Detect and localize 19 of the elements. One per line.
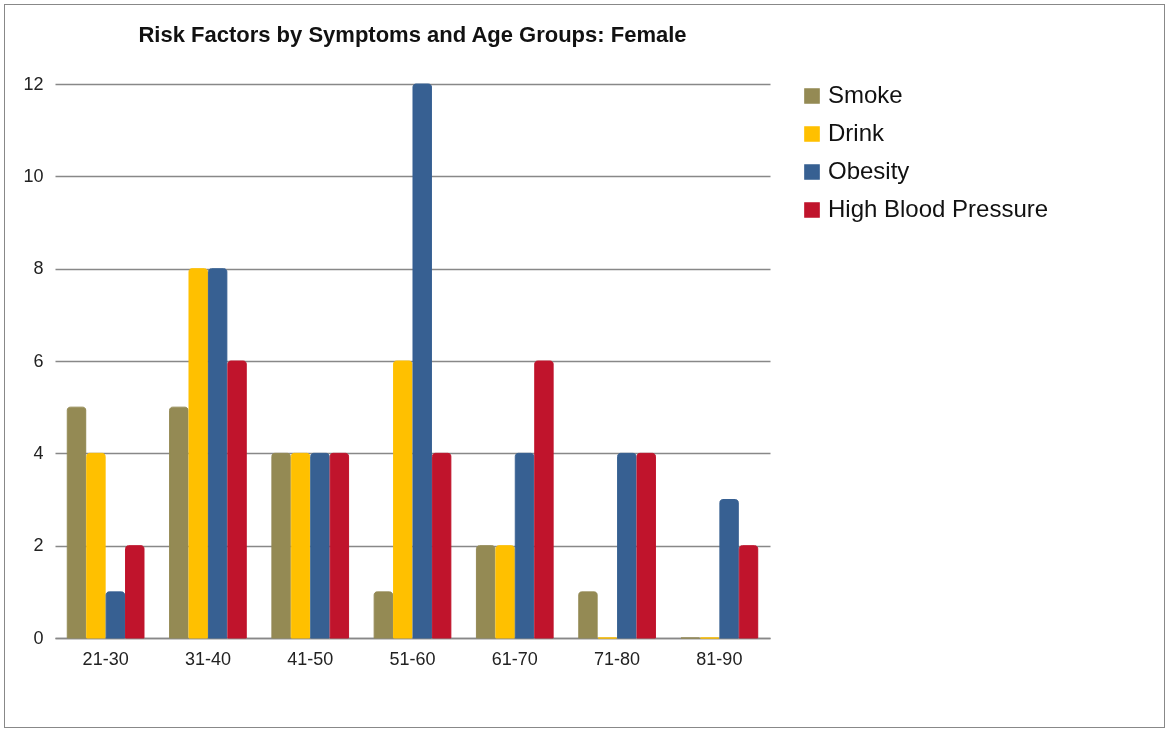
y-tick-label: 10 [23, 165, 44, 186]
x-tick-label: 71-80 [594, 648, 641, 669]
x-tick-label: 21-30 [82, 648, 129, 669]
y-tick-label: 0 [33, 627, 44, 648]
y-tick-label: 4 [33, 442, 44, 463]
x-tick-label: 81-90 [696, 648, 743, 669]
y-tick-label: 2 [33, 535, 44, 556]
y-tick-label: 8 [33, 258, 44, 279]
x-tick-label: 41-50 [287, 648, 334, 669]
x-tick-label: 51-60 [389, 648, 436, 669]
x-tick-label: 61-70 [491, 648, 538, 669]
legend-label: Obesity [828, 157, 910, 184]
x-tick-label: 31-40 [184, 648, 231, 669]
chart-title: Risk Factors by Symptoms and Age Groups: Female [138, 22, 687, 47]
y-tick-label: 12 [23, 73, 44, 94]
legend-label: Smoke [828, 81, 903, 108]
legend-label: High Blood Pressure [828, 195, 1049, 222]
legend-label: Drink [828, 119, 885, 146]
y-tick-label: 6 [33, 350, 44, 371]
